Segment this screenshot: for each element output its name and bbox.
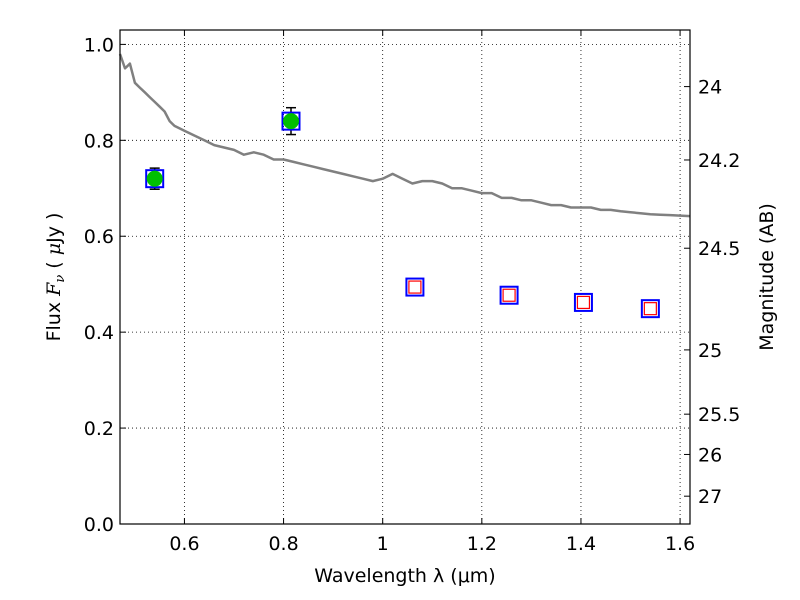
limit-box xyxy=(640,299,660,319)
detection-box xyxy=(281,111,301,131)
x-tick-label: 1 xyxy=(377,533,389,555)
detection-point xyxy=(146,170,163,187)
y-tick-label: 0.6 xyxy=(84,226,114,248)
limit-box xyxy=(573,292,593,312)
y-axis-title: Flux Fν ( μJy ) xyxy=(43,213,68,342)
limit-box xyxy=(499,285,519,305)
limit-point xyxy=(643,302,657,316)
limit-point xyxy=(576,295,591,310)
x-axis-title: Wavelength λ (μm) xyxy=(314,565,495,587)
x-tick-label: 1.6 xyxy=(665,533,695,555)
model-spectrum-line xyxy=(118,53,691,218)
x-axis-ticks: 0.6 0.8 1 1.2 1.4 1.6 xyxy=(169,30,695,555)
right-tick-label: 27 xyxy=(698,486,722,508)
right-tick-label: 24.2 xyxy=(698,150,740,172)
plot-frame xyxy=(119,29,691,525)
y-tick-label: 0.8 xyxy=(84,130,114,152)
right-tick-label: 24.5 xyxy=(698,238,740,260)
right-tick-label: 25 xyxy=(698,340,722,362)
right-axis-title: Magnitude (AB) xyxy=(756,203,778,351)
detection-box xyxy=(145,169,165,189)
limit-box xyxy=(405,277,425,297)
photometry-markers xyxy=(145,106,660,319)
y-tick-label: 1.0 xyxy=(84,34,114,56)
y-tick-label: 0.2 xyxy=(84,418,114,440)
y-tick-label: 0.4 xyxy=(84,322,114,344)
x-tick-label: 1.2 xyxy=(467,533,497,555)
y-tick-label: 0.0 xyxy=(84,514,114,536)
limit-point xyxy=(502,288,516,302)
right-tick-label: 26 xyxy=(698,444,722,466)
x-tick-label: 0.6 xyxy=(169,533,199,555)
detection-point xyxy=(283,113,299,130)
model-spectrum xyxy=(118,53,691,218)
right-tick-label: 25.5 xyxy=(698,404,740,426)
y-axis-ticks: 0.0 0.2 0.4 0.6 0.8 1.0 xyxy=(84,34,126,536)
x-tick-label: 0.8 xyxy=(268,533,298,555)
grid-lines xyxy=(120,30,690,525)
x-tick-label: 1.4 xyxy=(566,533,596,555)
right-axis-ticks: 24 24.2 24.5 25 25.5 26 27 xyxy=(684,77,740,508)
right-tick-label: 24 xyxy=(698,77,722,99)
limit-point xyxy=(408,280,422,294)
